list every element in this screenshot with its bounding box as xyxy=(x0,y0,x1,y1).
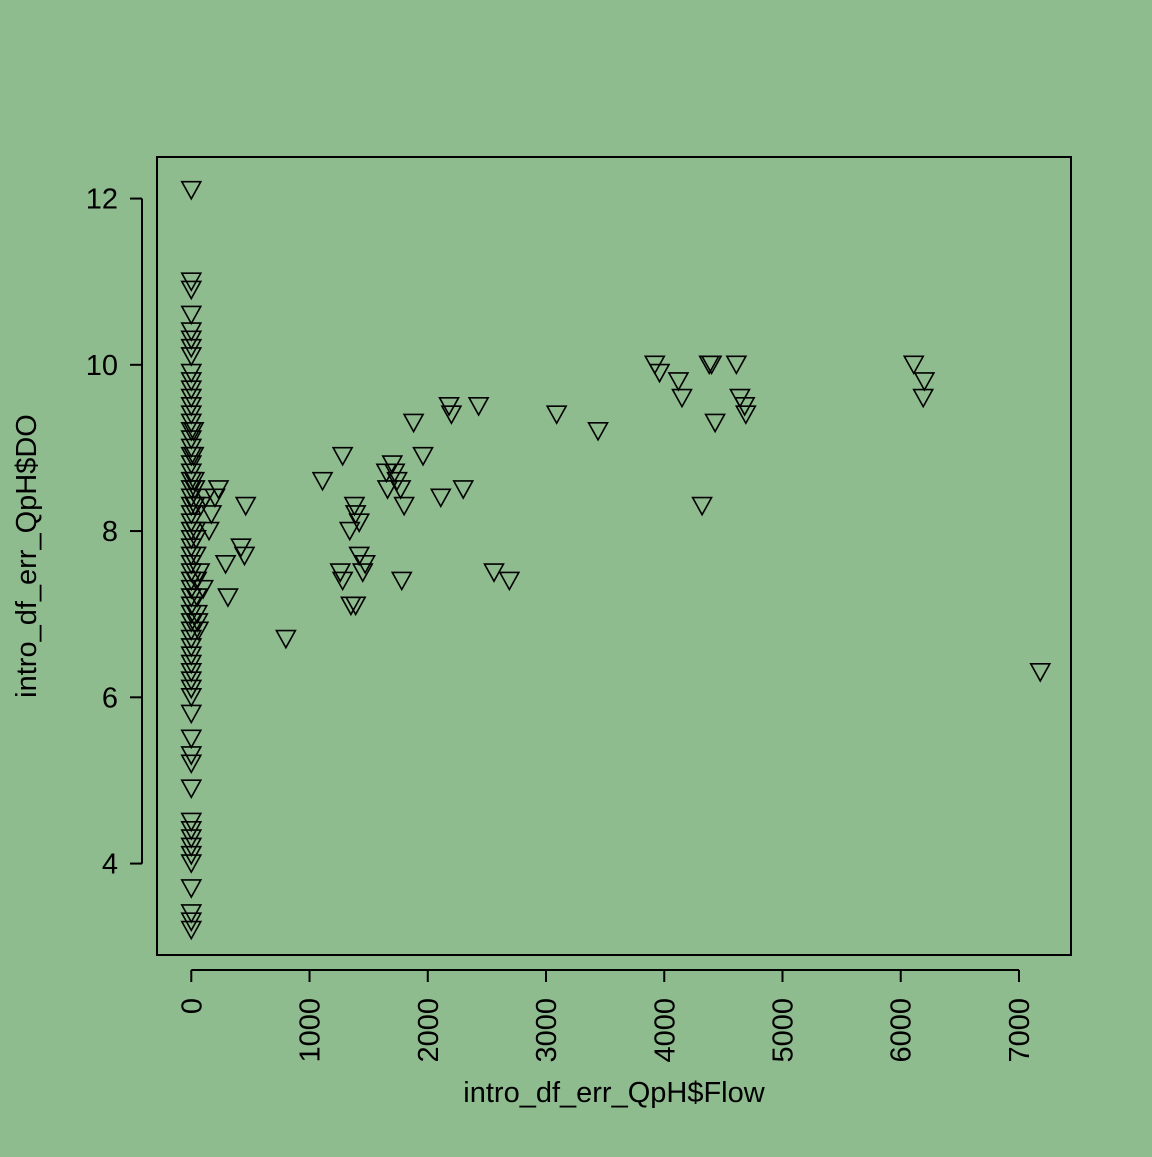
data-point xyxy=(311,471,334,492)
points-layer xyxy=(180,180,1052,941)
data-point xyxy=(389,480,412,500)
x-tick-label: 4000 xyxy=(649,998,681,1063)
data-point xyxy=(204,488,226,509)
data-point xyxy=(180,754,203,775)
data-point xyxy=(217,588,239,608)
data-point xyxy=(233,546,256,567)
y-tick-label: 6 xyxy=(102,682,118,714)
data-point xyxy=(186,604,209,625)
data-point xyxy=(913,372,936,392)
data-point xyxy=(180,920,203,941)
x-tick-label: 7000 xyxy=(1004,998,1036,1063)
data-point xyxy=(192,579,214,600)
data-point xyxy=(671,388,693,409)
data-point xyxy=(734,405,757,425)
data-point xyxy=(344,596,367,617)
data-point xyxy=(180,879,203,899)
data-point xyxy=(452,480,475,500)
x-axis: 0 1000 2000 3000 4000 5000 6000 7000 xyxy=(176,969,1036,1063)
x-tick-label: 0 xyxy=(176,998,208,1014)
data-point xyxy=(700,355,723,376)
data-point xyxy=(180,347,203,367)
y-tick-label: 12 xyxy=(86,184,118,216)
data-point xyxy=(180,305,203,326)
x-tick-label: 3000 xyxy=(531,998,563,1063)
data-point xyxy=(545,405,568,425)
data-point xyxy=(180,854,203,874)
data-point xyxy=(200,505,223,525)
data-point xyxy=(207,480,230,500)
data-point xyxy=(704,413,726,434)
data-point xyxy=(188,563,211,583)
data-point xyxy=(180,729,203,750)
data-point xyxy=(587,421,609,442)
data-point xyxy=(234,496,257,517)
data-point xyxy=(351,563,374,583)
data-point xyxy=(429,488,452,509)
data-point xyxy=(483,563,505,583)
data-point xyxy=(180,779,203,799)
data-point xyxy=(467,397,490,417)
data-point xyxy=(185,530,207,550)
data-point xyxy=(331,571,354,592)
data-point xyxy=(354,554,376,575)
data-point xyxy=(338,521,361,542)
data-point xyxy=(376,480,399,500)
y-tick-label: 10 xyxy=(86,350,118,382)
data-point xyxy=(348,513,371,533)
data-point xyxy=(180,704,203,725)
data-point xyxy=(440,405,463,425)
x-axis-title: intro_df_err_QpH$Flow xyxy=(463,1077,765,1109)
data-point xyxy=(648,363,671,384)
data-point xyxy=(180,180,203,201)
data-point xyxy=(902,355,925,376)
data-point xyxy=(198,521,220,542)
data-point xyxy=(667,372,690,392)
data-point xyxy=(412,446,434,467)
data-point xyxy=(498,571,521,592)
data-point xyxy=(390,571,413,592)
x-tick-label: 1000 xyxy=(295,998,327,1063)
y-tick-label: 8 xyxy=(102,516,118,548)
plot-frame xyxy=(156,156,1072,956)
data-point xyxy=(1029,663,1052,683)
data-point xyxy=(186,588,209,608)
data-point xyxy=(182,421,205,442)
y-tick-label: 4 xyxy=(102,849,118,881)
data-point xyxy=(180,687,203,708)
data-point xyxy=(912,388,935,409)
data-point xyxy=(214,554,237,575)
y-axis-title: intro_df_err_QpH$DO xyxy=(11,414,43,698)
data-point xyxy=(393,496,415,517)
x-tick-label: 2000 xyxy=(413,998,445,1063)
x-tick-label: 6000 xyxy=(886,998,918,1063)
data-point xyxy=(331,446,354,467)
data-point xyxy=(691,496,713,517)
data-point xyxy=(187,621,210,642)
data-point xyxy=(182,446,205,467)
data-point xyxy=(725,355,748,376)
x-tick-label: 5000 xyxy=(767,998,799,1063)
data-point xyxy=(180,280,203,301)
data-point xyxy=(275,629,297,650)
data-point xyxy=(402,413,425,434)
y-axis: 4 6 8 10 12 xyxy=(86,184,143,881)
